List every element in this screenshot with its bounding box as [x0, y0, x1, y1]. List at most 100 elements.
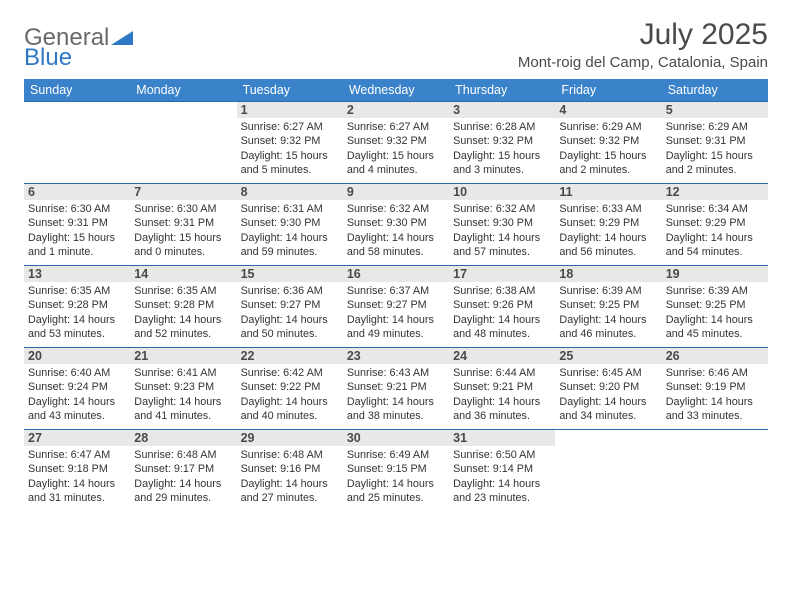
calendar-day-cell: . [662, 430, 768, 512]
day-info: Sunrise: 6:37 AMSunset: 9:27 PMDaylight:… [347, 284, 445, 341]
calendar-day-cell: 25Sunrise: 6:45 AMSunset: 9:20 PMDayligh… [555, 348, 661, 430]
day-number: 11 [555, 184, 661, 200]
calendar-day-cell: 4Sunrise: 6:29 AMSunset: 9:32 PMDaylight… [555, 102, 661, 184]
day-header: Tuesday [237, 79, 343, 102]
day-number: 14 [130, 266, 236, 282]
day-number: 8 [237, 184, 343, 200]
day-info: Sunrise: 6:35 AMSunset: 9:28 PMDaylight:… [28, 284, 126, 341]
calendar-day-cell: 6 Sunrise: 6:30 AMSunset: 9:31 PMDaylight… [24, 184, 130, 266]
calendar-day-cell: 13 Sunrise: 6:35 AMSunset: 9:28 PMDayligh… [24, 266, 130, 348]
calendar-day-cell: 28 Sunrise: 6:48 AMSunset: 9:17 PMDayligh… [130, 430, 236, 512]
day-number: 2 [343, 102, 449, 118]
day-number: 13 [24, 266, 130, 282]
day-info: Sunrise: 6:30 AMSunset: 9:31 PMDaylight:… [28, 202, 126, 259]
calendar-day-cell: 24 Sunrise: 6:44 AMSunset: 9:21 PMDayligh… [449, 348, 555, 430]
month-title: July 2025 [518, 18, 768, 52]
day-header: Friday [555, 79, 661, 102]
day-info: Sunrise: 6:50 AMSunset: 9:14 PMDaylight:… [453, 448, 551, 505]
day-info: Sunrise: 6:29 AMSunset: 9:32 PMDaylight:… [559, 120, 657, 177]
day-number: 24 [449, 348, 555, 364]
day-header: Sunday [24, 79, 130, 102]
day-info: Sunrise: 6:32 AMSunset: 9:30 PMDaylight:… [453, 202, 551, 259]
day-number: 17 [449, 266, 555, 282]
calendar-day-cell: 5 Sunrise: 6:29 AMSunset: 9:31 PMDaylight… [662, 102, 768, 184]
day-header: Wednesday [343, 79, 449, 102]
calendar-day-cell: 14 Sunrise: 6:35 AMSunset: 9:28 PMDayligh… [130, 266, 236, 348]
day-number: 12 [662, 184, 768, 200]
calendar-week-row: 20 Sunrise: 6:40 AMSunset: 9:24 PMDayligh… [24, 348, 768, 430]
calendar-day-cell: 30 Sunrise: 6:49 AMSunset: 9:15 PMDayligh… [343, 430, 449, 512]
day-info: Sunrise: 6:31 AMSunset: 9:30 PMDaylight:… [241, 202, 339, 259]
calendar-day-cell: 16 Sunrise: 6:37 AMSunset: 9:27 PMDayligh… [343, 266, 449, 348]
day-number: 21 [130, 348, 236, 364]
day-header-row: SundayMondayTuesdayWednesdayThursdayFrid… [24, 79, 768, 102]
day-number: 7 [130, 184, 236, 200]
calendar-day-cell: 8 Sunrise: 6:31 AMSunset: 9:30 PMDaylight… [237, 184, 343, 266]
calendar-day-cell: 9 Sunrise: 6:32 AMSunset: 9:30 PMDaylight… [343, 184, 449, 266]
day-number: 6 [24, 184, 130, 200]
day-info: Sunrise: 6:32 AMSunset: 9:30 PMDaylight:… [347, 202, 445, 259]
header-row: General July 2025 Mont-roig del Camp, Ca… [24, 18, 768, 71]
title-block: July 2025 Mont-roig del Camp, Catalonia,… [518, 18, 768, 71]
day-number: 9 [343, 184, 449, 200]
calendar-day-cell: 26 Sunrise: 6:46 AMSunset: 9:19 PMDayligh… [662, 348, 768, 430]
day-info: Sunrise: 6:34 AMSunset: 9:29 PMDaylight:… [666, 202, 764, 259]
calendar-day-cell: 21 Sunrise: 6:41 AMSunset: 9:23 PMDayligh… [130, 348, 236, 430]
day-info: Sunrise: 6:33 AMSunset: 9:29 PMDaylight:… [559, 202, 657, 259]
day-number: 25 [555, 348, 661, 364]
day-info: Sunrise: 6:48 AMSunset: 9:16 PMDaylight:… [241, 448, 339, 505]
day-number: 5 [662, 102, 768, 118]
calendar-day-cell: 27Sunrise: 6:47 AMSunset: 9:18 PMDayligh… [24, 430, 130, 512]
day-number: 3 [449, 102, 555, 118]
day-number: 10 [449, 184, 555, 200]
day-number: 22 [237, 348, 343, 364]
day-info: Sunrise: 6:48 AMSunset: 9:17 PMDaylight:… [134, 448, 232, 505]
day-number: 31 [449, 430, 555, 446]
calendar-day-cell: 18Sunrise: 6:39 AMSunset: 9:25 PMDayligh… [555, 266, 661, 348]
calendar-day-cell: 3 Sunrise: 6:28 AMSunset: 9:32 PMDaylight… [449, 102, 555, 184]
calendar-week-row: 6Sunrise: 6:30 AMSunset: 9:31 PMDaylight… [24, 184, 768, 266]
day-info: Sunrise: 6:38 AMSunset: 9:26 PMDaylight:… [453, 284, 551, 341]
day-number: 26 [662, 348, 768, 364]
calendar-week-row: ..1Sunrise: 6:27 AMSunset: 9:32 PMDaylig… [24, 102, 768, 184]
day-info: Sunrise: 6:30 AMSunset: 9:31 PMDaylight:… [134, 202, 232, 259]
calendar-day-cell: 29 Sunrise: 6:48 AMSunset: 9:16 PMDayligh… [237, 430, 343, 512]
day-number: 15 [237, 266, 343, 282]
day-number: 27 [24, 430, 130, 446]
day-info: Sunrise: 6:29 AMSunset: 9:31 PMDaylight:… [666, 120, 764, 177]
calendar-day-cell: 19 Sunrise: 6:39 AMSunset: 9:25 PMDayligh… [662, 266, 768, 348]
location-subtitle: Mont-roig del Camp, Catalonia, Spain [518, 54, 768, 71]
day-info: Sunrise: 6:27 AMSunset: 9:32 PMDaylight:… [347, 120, 445, 177]
calendar-day-cell: 11 Sunrise: 6:33 AMSunset: 9:29 PMDayligh… [555, 184, 661, 266]
day-number: 19 [662, 266, 768, 282]
calendar-week-row: 27Sunrise: 6:47 AMSunset: 9:18 PMDayligh… [24, 430, 768, 512]
day-info: Sunrise: 6:28 AMSunset: 9:32 PMDaylight:… [453, 120, 551, 177]
day-info: Sunrise: 6:43 AMSunset: 9:21 PMDaylight:… [347, 366, 445, 423]
day-number: 29 [237, 430, 343, 446]
day-info: Sunrise: 6:40 AMSunset: 9:24 PMDaylight:… [28, 366, 126, 423]
day-number: 30 [343, 430, 449, 446]
calendar-day-cell: . [555, 430, 661, 512]
day-number: 18 [555, 266, 661, 282]
calendar-day-cell: 7 Sunrise: 6:30 AMSunset: 9:31 PMDaylight… [130, 184, 236, 266]
calendar-table: SundayMondayTuesdayWednesdayThursdayFrid… [24, 79, 768, 512]
day-info: Sunrise: 6:36 AMSunset: 9:27 PMDaylight:… [241, 284, 339, 341]
brand-part2: Blue [24, 44, 72, 72]
day-number: 20 [24, 348, 130, 364]
day-number: 28 [130, 430, 236, 446]
day-info: Sunrise: 6:39 AMSunset: 9:25 PMDaylight:… [666, 284, 764, 341]
day-info: Sunrise: 6:35 AMSunset: 9:28 PMDaylight:… [134, 284, 232, 341]
day-info: Sunrise: 6:46 AMSunset: 9:19 PMDaylight:… [666, 366, 764, 423]
calendar-day-cell: . [130, 102, 236, 184]
day-info: Sunrise: 6:42 AMSunset: 9:22 PMDaylight:… [241, 366, 339, 423]
calendar-day-cell: 23Sunrise: 6:43 AMSunset: 9:21 PMDayligh… [343, 348, 449, 430]
day-number: 16 [343, 266, 449, 282]
calendar-day-cell: 22 Sunrise: 6:42 AMSunset: 9:22 PMDayligh… [237, 348, 343, 430]
calendar-day-cell: . [24, 102, 130, 184]
day-info: Sunrise: 6:44 AMSunset: 9:21 PMDaylight:… [453, 366, 551, 423]
day-info: Sunrise: 6:49 AMSunset: 9:15 PMDaylight:… [347, 448, 445, 505]
calendar-week-row: 13Sunrise: 6:35 AMSunset: 9:28 PMDayligh… [24, 266, 768, 348]
calendar-day-cell: 20 Sunrise: 6:40 AMSunset: 9:24 PMDayligh… [24, 348, 130, 430]
day-info: Sunrise: 6:41 AMSunset: 9:23 PMDaylight:… [134, 366, 232, 423]
day-number: 1 [237, 102, 343, 118]
